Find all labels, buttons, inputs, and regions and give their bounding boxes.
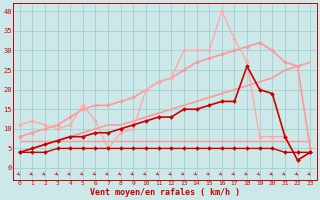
- X-axis label: Vent moyen/en rafales ( km/h ): Vent moyen/en rafales ( km/h ): [90, 188, 240, 197]
